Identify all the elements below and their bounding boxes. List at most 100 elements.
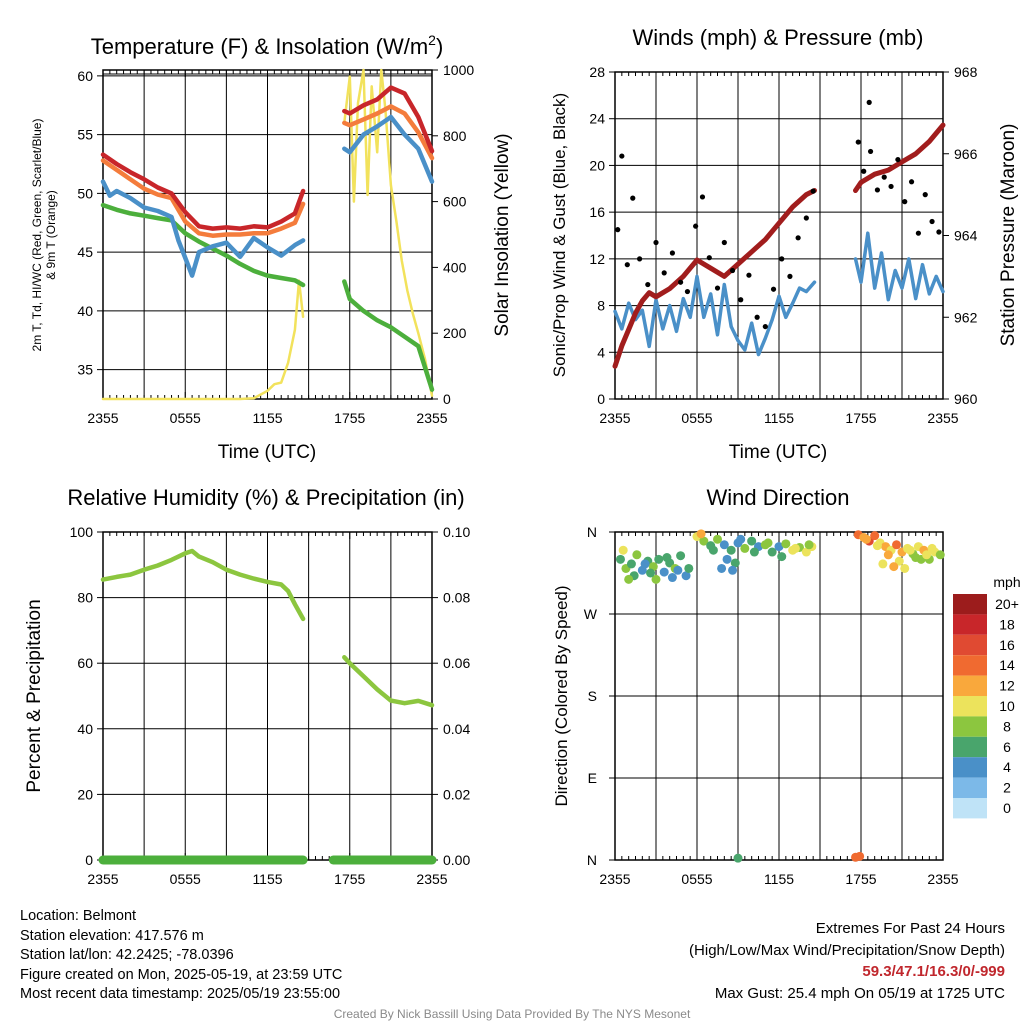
- y-tick-label: 16: [589, 204, 605, 220]
- plot-frame: [102, 69, 433, 400]
- series-t2m: [342, 85, 435, 154]
- direction-point: [676, 551, 686, 561]
- direction-point: [900, 563, 910, 573]
- gust-point: [738, 297, 744, 303]
- direction-point: [747, 536, 757, 546]
- humidity-ylabel-left: Percent & Precipitation: [24, 599, 45, 792]
- gust-point: [669, 250, 676, 256]
- y-tick-label: 28: [589, 64, 605, 80]
- direction-point: [861, 534, 871, 544]
- direction-point: [722, 554, 732, 564]
- direction-point: [855, 851, 865, 861]
- direction-point: [927, 543, 937, 553]
- gust-point: [661, 270, 667, 276]
- legend-swatch: [953, 594, 987, 615]
- legend-label: 18: [999, 616, 1015, 632]
- gust-point: [908, 179, 915, 185]
- gust-point: [929, 218, 935, 225]
- gust-point: [874, 187, 881, 193]
- legend-swatch: [953, 634, 987, 656]
- gust-point: [630, 195, 636, 201]
- gust-point: [795, 235, 801, 241]
- legend-swatch: [953, 614, 987, 635]
- wind-direction-panel: Wind Direction Direction (Colored By Spe…: [552, 485, 1021, 887]
- max-gust-text: Max Gust: 25.4 mph On 05/19 at 1725 UTC: [714, 984, 1005, 1002]
- temperature-title: Temperature (F) & Insolation (W/m2): [91, 32, 444, 59]
- y-tick-label: 20: [589, 157, 605, 173]
- direction-point: [681, 571, 691, 581]
- y-tick-label: 60: [77, 655, 93, 671]
- y-tick-label: E: [588, 770, 597, 786]
- x-tick-label: 1155: [764, 410, 794, 426]
- direction-point: [684, 563, 694, 573]
- x-tick-label: 2355: [927, 871, 958, 887]
- y-right-tick-label: 0.02: [443, 786, 470, 802]
- y-tick-label: N: [587, 852, 597, 868]
- direction-point: [730, 558, 740, 568]
- direction-point: [646, 568, 656, 578]
- y-tick-label: 45: [77, 244, 93, 260]
- humidity-title: Relative Humidity (%) & Precipitation (i…: [67, 485, 464, 510]
- y-tick-label: W: [584, 606, 598, 622]
- legend-swatch: [953, 798, 987, 819]
- series-td: [342, 279, 435, 392]
- gust-point: [770, 286, 777, 292]
- legend-swatch: [953, 696, 987, 717]
- legend-swatch: [953, 675, 987, 696]
- y-tick-label: 4: [597, 344, 605, 360]
- direction-point: [911, 553, 921, 563]
- direction-point: [894, 556, 904, 566]
- winds-plot-area: 2355 0555 1155 1755 2355 0 4 8 12 16 20 24 28 960 962 9…: [589, 64, 977, 426]
- y-tick-label: 40: [77, 303, 93, 319]
- latlon-text: Station lat/lon: 42.2425; -78.0396: [20, 947, 234, 963]
- gust-point: [787, 273, 793, 279]
- direction-point: [632, 550, 642, 560]
- speed-legend: mph 20+ 18 16 14 12 10 8 6 4 2 0: [953, 574, 1021, 819]
- gust-point: [706, 255, 712, 261]
- direction-point: [626, 559, 636, 569]
- recent-data-text: Most recent data timestamp: 2025/05/19 2…: [20, 986, 341, 1002]
- series-hiwc: [100, 179, 306, 278]
- temperature-xlabel: Time (UTC): [218, 442, 317, 463]
- y-tick-label: 50: [77, 185, 93, 201]
- direction-point: [801, 547, 811, 557]
- y-tick-label: 40: [77, 721, 93, 737]
- direction-point: [618, 545, 628, 555]
- y-right-tick-label: 960: [954, 391, 978, 407]
- humidity-panel: Relative Humidity (%) & Precipitation (i…: [24, 485, 470, 887]
- gust-point: [762, 323, 768, 330]
- gust-point: [684, 288, 691, 295]
- x-tick-label: 2355: [927, 410, 958, 426]
- legend-label: 10: [999, 698, 1015, 714]
- series-td: [100, 202, 306, 288]
- station-info: Location: Belmont Station elevation: 417…: [20, 907, 342, 1005]
- direction-point: [736, 534, 746, 544]
- y-right-tick-label: 0.04: [443, 721, 470, 737]
- series-t9m: [342, 104, 435, 161]
- legend-label: 4: [1003, 759, 1011, 775]
- gust-point: [645, 281, 651, 288]
- direction-point: [804, 540, 814, 550]
- y-right-tick-label: 200: [443, 325, 467, 341]
- gust-point: [653, 239, 659, 246]
- gust-point: [721, 239, 727, 246]
- gust-point: [615, 227, 621, 233]
- legend-label: 0: [1003, 800, 1011, 816]
- series-rh: [100, 548, 306, 622]
- direction-point: [673, 565, 683, 575]
- legend-swatch: [953, 777, 987, 798]
- gust-point: [936, 229, 942, 235]
- y-right-tick-label: 400: [443, 259, 467, 275]
- direction-point: [624, 574, 634, 584]
- y-right-tick-label: 964: [954, 228, 978, 244]
- y-right-tick-label: 0.10: [443, 524, 470, 540]
- x-tick-label: 1755: [334, 871, 365, 887]
- x-tick-label: 2355: [599, 410, 630, 426]
- y-tick-label: 55: [77, 127, 93, 143]
- series-wind: [613, 274, 817, 357]
- direction-point: [922, 550, 932, 560]
- x-tick-label: 1155: [252, 410, 282, 426]
- extremes-values: 59.3/47.1/16.3/0/-999: [862, 963, 1005, 980]
- direction-point: [767, 547, 777, 557]
- elevation-text: Station elevation: 417.576 m: [20, 927, 204, 944]
